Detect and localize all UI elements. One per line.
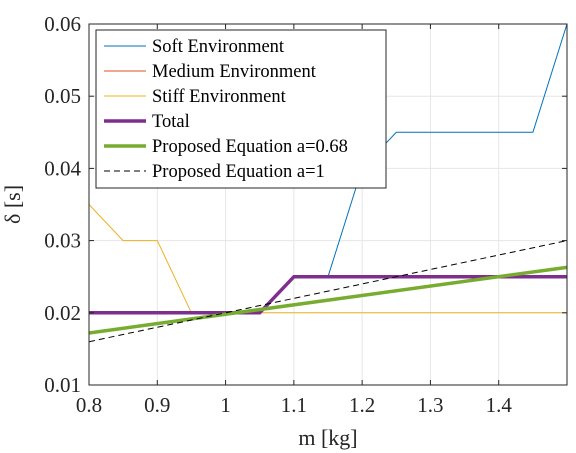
y-tick-label: 0.03 [44, 229, 81, 253]
legend: Soft Environment Medium Environment Stiff … [95, 29, 387, 189]
y-tick-label: 0.01 [44, 373, 81, 397]
legend-label: Soft Environment [152, 37, 285, 57]
series-group [89, 24, 567, 343]
x-tick-label: 1.1 [281, 393, 307, 417]
x-axis-label: m [kg] [298, 425, 357, 450]
y-tick-label: 0.05 [44, 84, 81, 108]
plot-area-frame [88, 23, 568, 386]
x-tick-label: 1.2 [349, 393, 375, 417]
series-line-5 [89, 265, 567, 335]
legend-box [95, 29, 387, 189]
series-line-6 [89, 240, 567, 343]
series-line-3 [89, 204, 567, 314]
legend-label: Medium Environment [152, 62, 317, 82]
legend-label: Total [152, 112, 190, 132]
x-tick-label: 0.8 [76, 393, 102, 417]
axis-ticks [88, 23, 567, 386]
x-tick-label: 1.4 [486, 393, 513, 417]
y-tick-label: 0.02 [44, 301, 81, 325]
y-tick-label: 0.06 [44, 12, 81, 36]
x-tick-label: 0.9 [144, 393, 170, 417]
tick-labels: 0.8 0.9 1 1.1 1.2 1.3 1.4 0.01 0.02 0.03 0.04 0.05 0… [44, 12, 512, 417]
y-axis-label: δ [s] [0, 185, 25, 224]
x-tick-label: 1 [220, 393, 231, 417]
legend-label: Proposed Equation a=1 [152, 162, 325, 182]
y-tick-label: 0.04 [44, 156, 81, 180]
x-tick-label: 1.3 [417, 393, 443, 417]
legend-label: Stiff Environment [152, 87, 287, 107]
legend-label: Proposed Equation a=0.68 [152, 137, 348, 157]
